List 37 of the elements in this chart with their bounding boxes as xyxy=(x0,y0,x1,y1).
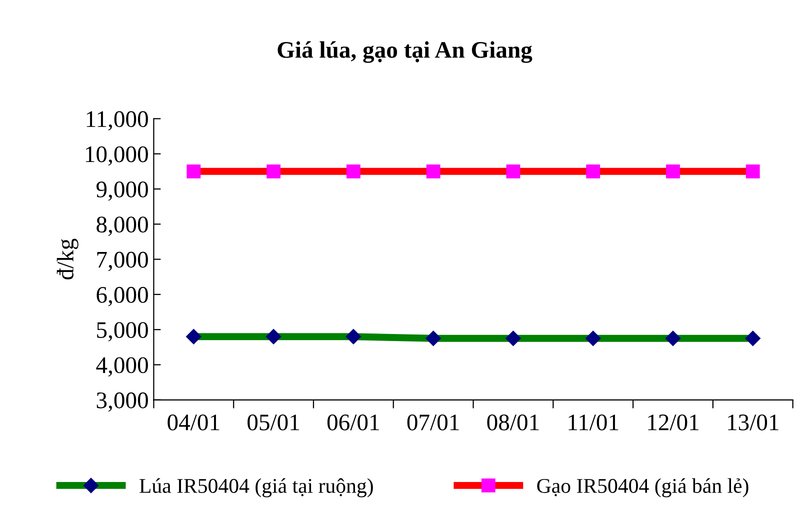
point xyxy=(186,164,201,178)
point xyxy=(346,329,361,344)
y-tick-label: 10,000 xyxy=(86,146,148,166)
y-tick-label: 8,000 xyxy=(96,216,148,236)
point xyxy=(266,329,282,344)
y-tick-label: 9,000 xyxy=(96,181,148,201)
y-tick-label: 7,000 xyxy=(97,252,148,272)
point xyxy=(745,330,760,346)
point xyxy=(426,164,440,178)
chart-title: Giá lúa, gạo tại An Giang xyxy=(278,41,532,63)
point xyxy=(266,164,280,178)
y-tick-label: 5,000 xyxy=(97,322,148,342)
x-tick-label: 07/01 xyxy=(407,414,459,430)
point xyxy=(746,164,760,178)
point xyxy=(506,330,521,346)
x-tick-label: 11/01 xyxy=(568,414,618,430)
point xyxy=(506,164,520,178)
y-axis-title: đ/kg xyxy=(56,238,78,280)
y-tick-label: 4,000 xyxy=(96,357,148,377)
x-tick-label: 13/01 xyxy=(728,414,778,430)
x-tick-label: 06/01 xyxy=(327,414,379,430)
point xyxy=(665,330,681,346)
legend-label: Lúa IR50404 (giá tại ruộng) xyxy=(140,478,373,498)
x-tick-label: 08/01 xyxy=(487,414,539,430)
x-tick-label: 05/01 xyxy=(248,414,300,430)
point xyxy=(186,329,202,344)
point xyxy=(346,164,360,178)
x-tick-label: 12/01 xyxy=(648,414,698,430)
y-tick-label: 6,000 xyxy=(96,286,148,306)
y-tick-label: 11,000 xyxy=(86,111,148,130)
point xyxy=(586,330,601,346)
point xyxy=(586,164,600,178)
point xyxy=(426,330,441,346)
x-tick-label: 04/01 xyxy=(168,414,220,430)
y-tick-label: 3,000 xyxy=(96,392,148,412)
point xyxy=(666,164,680,178)
legend-label: Gạo IR50404 (giá bán lẻ) xyxy=(537,478,748,498)
